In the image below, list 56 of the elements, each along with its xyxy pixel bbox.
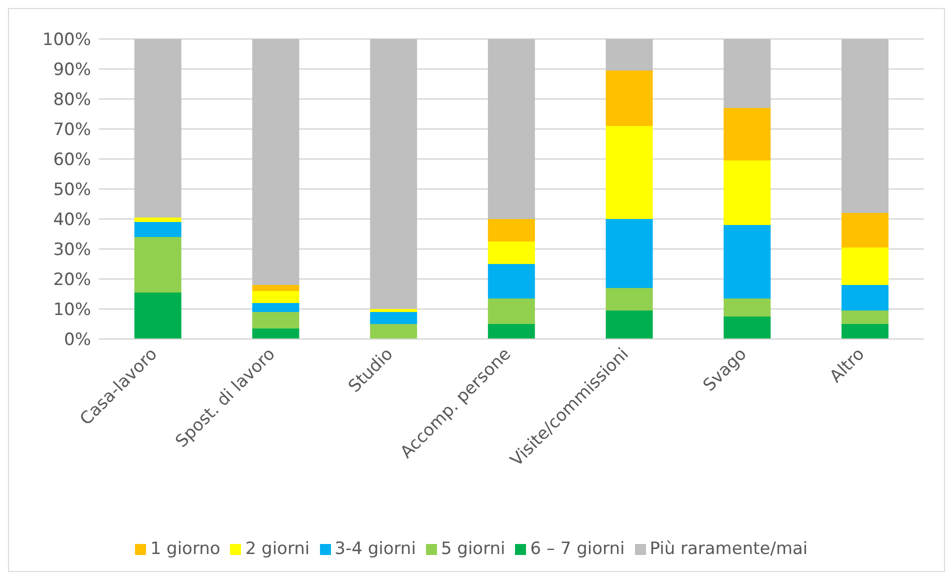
bar [488, 242, 535, 264]
bar [134, 292, 182, 339]
legend-label: 3-4 giorni [334, 539, 416, 559]
bar [370, 309, 418, 312]
bar [252, 328, 300, 339]
bar [134, 39, 182, 218]
legend-label: 6 – 7 giorni [530, 539, 625, 559]
bar [724, 316, 771, 339]
bar [724, 39, 771, 108]
bar [606, 310, 653, 339]
bar [252, 291, 300, 303]
bar [606, 126, 653, 219]
bar [134, 237, 182, 292]
y-tick-label: 10% [53, 300, 91, 320]
y-tick-label: 90% [53, 60, 91, 80]
bar [724, 108, 771, 160]
bar [370, 324, 418, 339]
y-tick-label: 30% [53, 240, 91, 260]
bar [724, 225, 771, 298]
y-tick-label: 50% [53, 180, 91, 200]
bar [252, 303, 300, 312]
bar [488, 219, 535, 242]
y-tick-label: 70% [53, 120, 91, 140]
legend-label: Più raramente/mai [650, 539, 808, 559]
bar [842, 310, 888, 324]
bar [488, 324, 535, 339]
bar [488, 298, 535, 324]
bar [370, 39, 418, 309]
bar [488, 264, 535, 298]
bar [252, 285, 300, 291]
y-tick-label: 80% [53, 90, 91, 110]
bar [724, 160, 771, 225]
bar [842, 213, 888, 248]
y-tick-label: 100% [42, 30, 91, 50]
bar [488, 39, 535, 219]
bar [370, 312, 418, 324]
bar [606, 288, 653, 310]
bar [606, 70, 653, 126]
y-tick-label: 40% [53, 210, 91, 230]
y-tick-label: 0% [64, 330, 91, 350]
bar [842, 39, 888, 213]
bar [252, 39, 300, 285]
legend-label: 2 giorni [245, 539, 310, 559]
bar [842, 248, 888, 285]
bar [842, 285, 888, 310]
y-tick-label: 20% [53, 270, 91, 290]
legend-label: 1 giorno [150, 539, 220, 559]
bar [724, 298, 771, 316]
bar [606, 39, 653, 70]
legend-label: 5 giorni [440, 539, 506, 559]
y-tick-label: 60% [53, 150, 91, 170]
bar [606, 219, 653, 288]
bar [134, 222, 182, 237]
bar [134, 218, 182, 222]
bar [842, 324, 888, 339]
bar [252, 312, 300, 328]
